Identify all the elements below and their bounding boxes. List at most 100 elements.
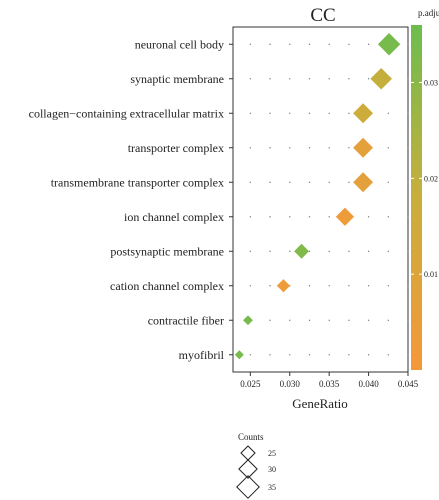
grid-dot bbox=[348, 112, 350, 115]
grid-dot bbox=[367, 354, 370, 356]
grid-dot bbox=[308, 216, 311, 218]
size-legend: Counts 25 30 35 bbox=[236, 432, 276, 499]
grid-dot bbox=[308, 250, 311, 252]
grid-dot bbox=[308, 319, 311, 321]
grid-dot bbox=[269, 354, 271, 356]
data-point-diamond bbox=[234, 350, 244, 360]
grid-dot bbox=[348, 181, 350, 183]
grid-dot bbox=[328, 112, 330, 115]
grid-dot bbox=[348, 78, 350, 80]
grid-dot bbox=[387, 181, 389, 183]
size-legend-label: 30 bbox=[268, 465, 276, 474]
grid-dot bbox=[348, 250, 350, 252]
grid-dot bbox=[289, 112, 291, 115]
x-axis-title: GeneRatio bbox=[292, 396, 348, 411]
y-tick-label: postsynaptic membrane bbox=[110, 244, 224, 258]
grid-dot bbox=[367, 319, 370, 321]
grid-dot bbox=[328, 147, 330, 149]
x-tick-label: 0.025 bbox=[240, 379, 261, 389]
data-point-diamond bbox=[353, 103, 374, 124]
grid-dot bbox=[269, 147, 271, 149]
grid-dot bbox=[407, 319, 409, 321]
grid-dot bbox=[407, 285, 409, 287]
grid-dot bbox=[249, 147, 251, 149]
y-tick-label: cation channel complex bbox=[110, 279, 224, 293]
grid-dot bbox=[407, 147, 409, 149]
x-tick-label: 0.035 bbox=[319, 379, 340, 389]
data-point-diamond bbox=[370, 67, 392, 90]
data-point-diamond bbox=[276, 279, 291, 293]
size-legend-label: 35 bbox=[268, 483, 276, 492]
grid-dot bbox=[308, 181, 311, 183]
grid-dot bbox=[289, 319, 291, 321]
grid-dot bbox=[387, 112, 389, 115]
size-legend-label: 25 bbox=[268, 449, 276, 458]
size-legend-diamond bbox=[236, 475, 260, 499]
grid-dot bbox=[249, 354, 251, 356]
y-tick-label: ion channel complex bbox=[124, 210, 224, 224]
grid-dot bbox=[348, 147, 350, 149]
grid-dot bbox=[269, 319, 271, 321]
grid-dot bbox=[249, 250, 251, 252]
grid-dot bbox=[387, 250, 389, 252]
grid-dot bbox=[367, 250, 370, 252]
data-point-diamond bbox=[294, 243, 310, 259]
data-point-diamond bbox=[377, 33, 401, 56]
grid-dot bbox=[407, 354, 409, 356]
grid-dot bbox=[269, 250, 271, 252]
grid-dot bbox=[269, 285, 271, 287]
grid-dot bbox=[367, 285, 370, 287]
grid-dot bbox=[407, 112, 409, 115]
grid-dot bbox=[289, 354, 291, 356]
grid-dot bbox=[328, 216, 330, 218]
grid-dot bbox=[269, 216, 271, 218]
size-legend-title: Counts bbox=[238, 432, 264, 442]
x-axis: 0.025 0.030 0.035 0.040 0.045 bbox=[240, 372, 419, 389]
grid-dot bbox=[407, 43, 409, 45]
grid-dot bbox=[289, 147, 291, 149]
x-tick-label: 0.040 bbox=[358, 379, 379, 389]
data-point-diamond bbox=[353, 172, 374, 193]
grid-dot bbox=[407, 181, 409, 183]
y-tick-label: collagen−containing extracellular matrix bbox=[29, 106, 224, 120]
grid-dot bbox=[328, 78, 330, 80]
grid-dot bbox=[289, 78, 291, 80]
grid-dot bbox=[387, 319, 389, 321]
grid-dot bbox=[328, 250, 330, 252]
data-point-diamond bbox=[335, 207, 355, 226]
grid-dot bbox=[328, 354, 330, 356]
color-legend: p.adjust 0.01 0.02 0.03 bbox=[411, 8, 439, 370]
grid-dot bbox=[348, 43, 350, 45]
grid-dot bbox=[328, 285, 330, 287]
grid-dot bbox=[407, 250, 409, 252]
grid-dot bbox=[269, 43, 271, 45]
data-points bbox=[234, 33, 401, 360]
grid-dot bbox=[249, 112, 251, 115]
grid-dot bbox=[348, 319, 350, 321]
chart-title: CC bbox=[310, 5, 335, 26]
size-legend-diamond bbox=[238, 459, 258, 479]
grid-dot bbox=[407, 216, 409, 218]
size-legend-diamond bbox=[240, 445, 256, 461]
y-axis-labels: neuronal cell body synaptic membrane colla… bbox=[29, 37, 233, 362]
grid-dot bbox=[269, 78, 271, 80]
grid-dot bbox=[269, 112, 271, 115]
grid-dot bbox=[387, 216, 389, 218]
grid-dot bbox=[387, 147, 389, 149]
grid-dot bbox=[348, 285, 350, 287]
grid-dot bbox=[289, 216, 291, 218]
color-tick-label: 0.03 bbox=[424, 79, 438, 88]
grid-dot bbox=[289, 181, 291, 183]
data-point-diamond bbox=[243, 315, 253, 326]
color-legend-title: p.adjust bbox=[418, 8, 439, 18]
grid-dot bbox=[348, 354, 350, 356]
grid-dot bbox=[308, 112, 311, 115]
grid-dot bbox=[308, 354, 311, 356]
grid-dot bbox=[308, 78, 311, 80]
grid-dot bbox=[407, 78, 409, 80]
grid-dot bbox=[328, 181, 330, 183]
grid-dot bbox=[367, 78, 370, 80]
grid-dot bbox=[289, 43, 291, 45]
grid-dot bbox=[308, 147, 311, 149]
grid-dot bbox=[249, 181, 251, 183]
